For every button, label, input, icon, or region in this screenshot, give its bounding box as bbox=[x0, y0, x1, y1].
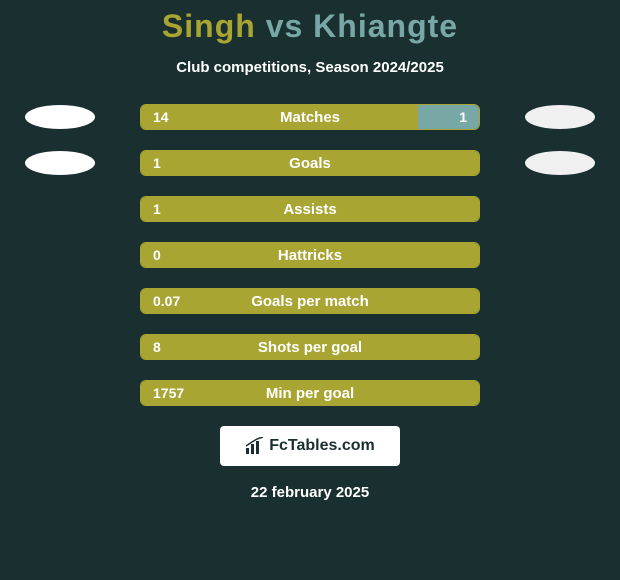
stat-value-player1: 0 bbox=[153, 247, 161, 263]
player2-avatar bbox=[525, 105, 595, 129]
stat-row: 1 Assists bbox=[0, 196, 620, 222]
stat-row: 0 Hattricks bbox=[0, 242, 620, 268]
date-label: 22 february 2025 bbox=[251, 484, 369, 501]
stat-label: Assists bbox=[283, 201, 336, 218]
stat-value-player1: 0.07 bbox=[153, 293, 180, 309]
stat-bar: 0 Hattricks bbox=[140, 242, 480, 268]
chart-icon bbox=[245, 437, 265, 455]
player2-name: Khiangte bbox=[313, 8, 458, 44]
stat-value-player1: 1757 bbox=[153, 385, 184, 401]
player1-avatar bbox=[25, 151, 95, 175]
page-title: Singh vs Khiangte bbox=[162, 8, 458, 45]
stat-bar: 1757 Min per goal bbox=[140, 380, 480, 406]
stat-label: Hattricks bbox=[278, 247, 342, 264]
subtitle: Club competitions, Season 2024/2025 bbox=[176, 59, 444, 76]
stat-bar: 1 Assists bbox=[140, 196, 480, 222]
stat-row: 1 Goals bbox=[0, 150, 620, 176]
stat-value-player1: 8 bbox=[153, 339, 161, 355]
stat-row: 14 1 Matches bbox=[0, 104, 620, 130]
brand-logo: FcTables.com bbox=[220, 426, 400, 466]
stat-row: 8 Shots per goal bbox=[0, 334, 620, 360]
stat-row: 1757 Min per goal bbox=[0, 380, 620, 406]
brand-text: FcTables.com bbox=[269, 437, 375, 455]
stat-label: Matches bbox=[280, 109, 340, 126]
stat-value-player2: 1 bbox=[459, 109, 467, 125]
player1-name: Singh bbox=[162, 8, 256, 44]
player2-avatar bbox=[525, 151, 595, 175]
stat-label: Min per goal bbox=[266, 385, 354, 402]
stat-label: Shots per goal bbox=[258, 339, 362, 356]
stat-row: 0.07 Goals per match bbox=[0, 288, 620, 314]
stats-area: 14 1 Matches 1 Goals 1 Assists 0 Hattricks 0.07 Go… bbox=[0, 104, 620, 406]
player1-avatar bbox=[25, 105, 95, 129]
stat-value-player1: 1 bbox=[153, 201, 161, 217]
stat-label: Goals bbox=[289, 155, 331, 172]
stat-bar: 14 1 Matches bbox=[140, 104, 480, 130]
vs-separator: vs bbox=[266, 8, 304, 44]
stat-value-player1: 1 bbox=[153, 155, 161, 171]
stat-bar: 0.07 Goals per match bbox=[140, 288, 480, 314]
bar-fill-player2 bbox=[418, 105, 479, 129]
stat-value-player1: 14 bbox=[153, 109, 169, 125]
stat-label: Goals per match bbox=[251, 293, 369, 310]
stat-bar: 8 Shots per goal bbox=[140, 334, 480, 360]
comparison-infographic: Singh vs Khiangte Club competitions, Sea… bbox=[0, 0, 620, 580]
stat-bar: 1 Goals bbox=[140, 150, 480, 176]
